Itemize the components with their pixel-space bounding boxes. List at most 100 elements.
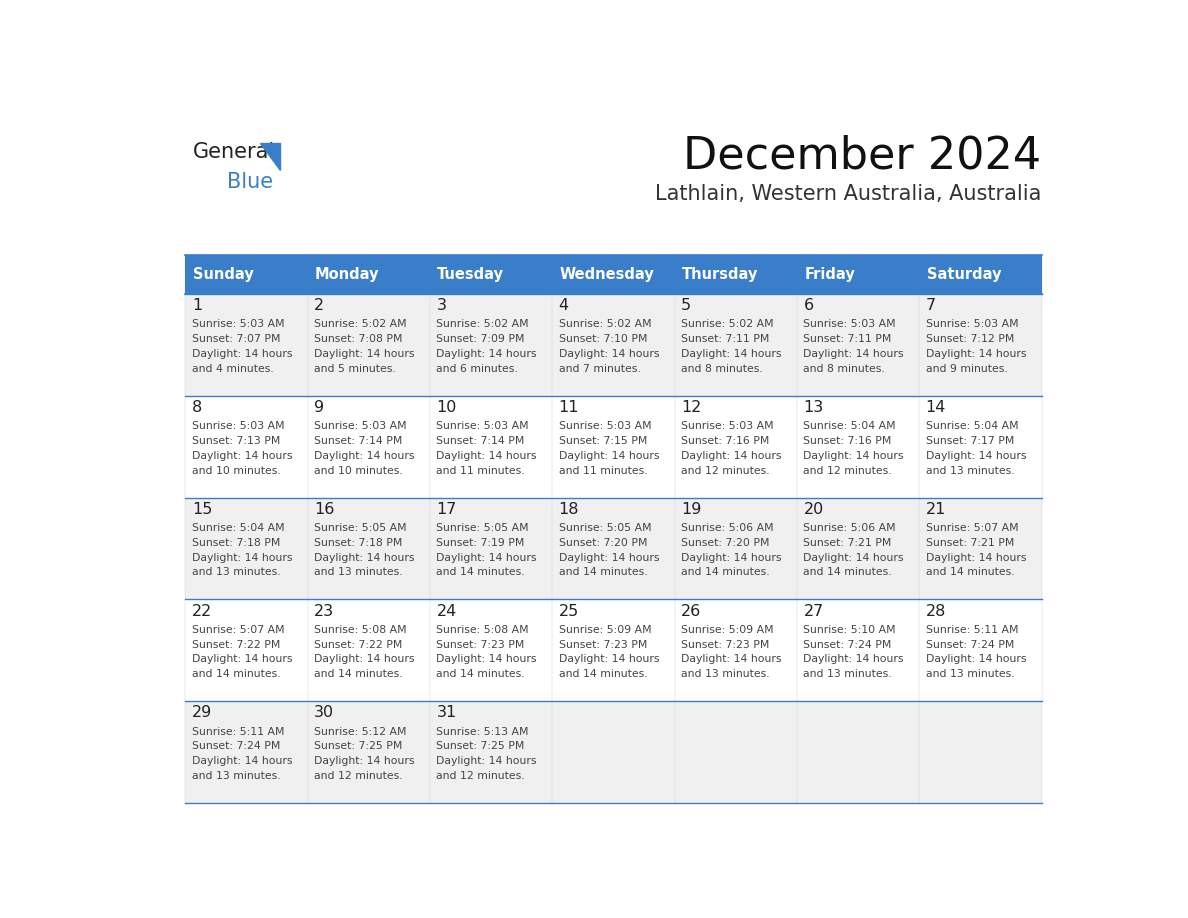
Text: Sunrise: 5:06 AM: Sunrise: 5:06 AM bbox=[681, 523, 773, 533]
Text: Monday: Monday bbox=[315, 267, 379, 282]
Text: Sunset: 7:25 PM: Sunset: 7:25 PM bbox=[436, 742, 525, 752]
Text: 18: 18 bbox=[558, 502, 580, 517]
Text: and 14 minutes.: and 14 minutes. bbox=[558, 669, 647, 679]
Text: Sunrise: 5:03 AM: Sunrise: 5:03 AM bbox=[314, 421, 406, 431]
Text: and 12 minutes.: and 12 minutes. bbox=[803, 465, 892, 476]
Text: Sunset: 7:11 PM: Sunset: 7:11 PM bbox=[681, 334, 770, 344]
Bar bbox=[552, 498, 675, 599]
Text: Daylight: 14 hours: Daylight: 14 hours bbox=[681, 451, 782, 461]
Text: Daylight: 14 hours: Daylight: 14 hours bbox=[436, 451, 537, 461]
Text: Sunrise: 5:04 AM: Sunrise: 5:04 AM bbox=[803, 421, 896, 431]
Bar bbox=[920, 396, 1042, 498]
Text: and 13 minutes.: and 13 minutes. bbox=[925, 669, 1015, 679]
Bar bbox=[185, 255, 308, 294]
Bar bbox=[430, 498, 552, 599]
Text: Sunset: 7:15 PM: Sunset: 7:15 PM bbox=[558, 436, 647, 446]
Bar bbox=[675, 701, 797, 803]
Bar bbox=[797, 701, 920, 803]
Text: Daylight: 14 hours: Daylight: 14 hours bbox=[925, 349, 1026, 359]
Text: 1: 1 bbox=[191, 298, 202, 313]
Text: Sunrise: 5:11 AM: Sunrise: 5:11 AM bbox=[191, 726, 284, 736]
Text: 20: 20 bbox=[803, 502, 823, 517]
Text: and 4 minutes.: and 4 minutes. bbox=[191, 364, 273, 374]
Text: Daylight: 14 hours: Daylight: 14 hours bbox=[925, 655, 1026, 665]
Text: Sunset: 7:21 PM: Sunset: 7:21 PM bbox=[803, 538, 892, 548]
Text: Sunrise: 5:07 AM: Sunrise: 5:07 AM bbox=[925, 523, 1018, 533]
Bar bbox=[308, 255, 430, 294]
Text: and 14 minutes.: and 14 minutes. bbox=[558, 567, 647, 577]
Text: 27: 27 bbox=[803, 603, 823, 619]
Text: and 9 minutes.: and 9 minutes. bbox=[925, 364, 1007, 374]
Text: Sunset: 7:17 PM: Sunset: 7:17 PM bbox=[925, 436, 1015, 446]
Text: Sunrise: 5:08 AM: Sunrise: 5:08 AM bbox=[314, 625, 406, 634]
Text: Sunrise: 5:03 AM: Sunrise: 5:03 AM bbox=[436, 421, 529, 431]
Text: Daylight: 14 hours: Daylight: 14 hours bbox=[558, 451, 659, 461]
Bar bbox=[920, 701, 1042, 803]
Text: Sunrise: 5:11 AM: Sunrise: 5:11 AM bbox=[925, 625, 1018, 634]
Text: Sunrise: 5:03 AM: Sunrise: 5:03 AM bbox=[681, 421, 773, 431]
Text: Daylight: 14 hours: Daylight: 14 hours bbox=[436, 553, 537, 563]
Text: Wednesday: Wednesday bbox=[560, 267, 655, 282]
Text: Daylight: 14 hours: Daylight: 14 hours bbox=[191, 349, 292, 359]
Text: Sunrise: 5:03 AM: Sunrise: 5:03 AM bbox=[191, 421, 284, 431]
Text: and 14 minutes.: and 14 minutes. bbox=[191, 669, 280, 679]
Bar bbox=[797, 599, 920, 701]
Text: and 8 minutes.: and 8 minutes. bbox=[681, 364, 763, 374]
Text: Daylight: 14 hours: Daylight: 14 hours bbox=[436, 349, 537, 359]
Text: Daylight: 14 hours: Daylight: 14 hours bbox=[191, 553, 292, 563]
Text: 23: 23 bbox=[314, 603, 334, 619]
Text: 30: 30 bbox=[314, 705, 334, 721]
Text: Lathlain, Western Australia, Australia: Lathlain, Western Australia, Australia bbox=[656, 185, 1042, 205]
Bar bbox=[797, 498, 920, 599]
Text: Sunset: 7:20 PM: Sunset: 7:20 PM bbox=[681, 538, 770, 548]
Text: and 12 minutes.: and 12 minutes. bbox=[436, 771, 525, 781]
Text: Sunset: 7:14 PM: Sunset: 7:14 PM bbox=[314, 436, 403, 446]
Text: Sunrise: 5:03 AM: Sunrise: 5:03 AM bbox=[191, 319, 284, 330]
Text: Sunset: 7:11 PM: Sunset: 7:11 PM bbox=[803, 334, 892, 344]
Text: Daylight: 14 hours: Daylight: 14 hours bbox=[803, 349, 904, 359]
Bar bbox=[675, 255, 797, 294]
Text: 15: 15 bbox=[191, 502, 213, 517]
Text: Sunset: 7:23 PM: Sunset: 7:23 PM bbox=[558, 640, 647, 650]
Text: and 14 minutes.: and 14 minutes. bbox=[314, 669, 403, 679]
Bar bbox=[552, 396, 675, 498]
Text: Daylight: 14 hours: Daylight: 14 hours bbox=[191, 655, 292, 665]
Text: 31: 31 bbox=[436, 705, 456, 721]
Text: Sunset: 7:12 PM: Sunset: 7:12 PM bbox=[925, 334, 1015, 344]
Bar bbox=[185, 498, 308, 599]
Text: 16: 16 bbox=[314, 502, 335, 517]
Text: and 10 minutes.: and 10 minutes. bbox=[191, 465, 280, 476]
Text: and 11 minutes.: and 11 minutes. bbox=[436, 465, 525, 476]
Text: 5: 5 bbox=[681, 298, 691, 313]
Bar bbox=[308, 396, 430, 498]
Bar bbox=[430, 396, 552, 498]
Text: Daylight: 14 hours: Daylight: 14 hours bbox=[681, 655, 782, 665]
Text: 19: 19 bbox=[681, 502, 701, 517]
Text: Sunset: 7:08 PM: Sunset: 7:08 PM bbox=[314, 334, 403, 344]
Text: Sunset: 7:25 PM: Sunset: 7:25 PM bbox=[314, 742, 403, 752]
Text: Sunrise: 5:02 AM: Sunrise: 5:02 AM bbox=[681, 319, 773, 330]
Text: 11: 11 bbox=[558, 400, 580, 415]
Text: Sunset: 7:20 PM: Sunset: 7:20 PM bbox=[558, 538, 647, 548]
Text: and 14 minutes.: and 14 minutes. bbox=[681, 567, 770, 577]
Text: Sunrise: 5:05 AM: Sunrise: 5:05 AM bbox=[558, 523, 651, 533]
Text: Blue: Blue bbox=[227, 172, 273, 192]
Text: Daylight: 14 hours: Daylight: 14 hours bbox=[314, 553, 415, 563]
Text: Sunrise: 5:07 AM: Sunrise: 5:07 AM bbox=[191, 625, 284, 634]
Text: Sunset: 7:09 PM: Sunset: 7:09 PM bbox=[436, 334, 525, 344]
Text: Sunrise: 5:04 AM: Sunrise: 5:04 AM bbox=[191, 523, 284, 533]
Text: Daylight: 14 hours: Daylight: 14 hours bbox=[314, 349, 415, 359]
Text: and 5 minutes.: and 5 minutes. bbox=[314, 364, 396, 374]
Text: Sunset: 7:10 PM: Sunset: 7:10 PM bbox=[558, 334, 647, 344]
Bar bbox=[675, 498, 797, 599]
Text: and 14 minutes.: and 14 minutes. bbox=[436, 669, 525, 679]
Text: Sunday: Sunday bbox=[192, 267, 253, 282]
Bar bbox=[797, 255, 920, 294]
Text: Sunset: 7:24 PM: Sunset: 7:24 PM bbox=[925, 640, 1015, 650]
Text: 12: 12 bbox=[681, 400, 701, 415]
Bar bbox=[308, 294, 430, 396]
Bar bbox=[430, 599, 552, 701]
Text: Sunrise: 5:09 AM: Sunrise: 5:09 AM bbox=[681, 625, 773, 634]
Text: Daylight: 14 hours: Daylight: 14 hours bbox=[436, 756, 537, 767]
Bar bbox=[430, 255, 552, 294]
